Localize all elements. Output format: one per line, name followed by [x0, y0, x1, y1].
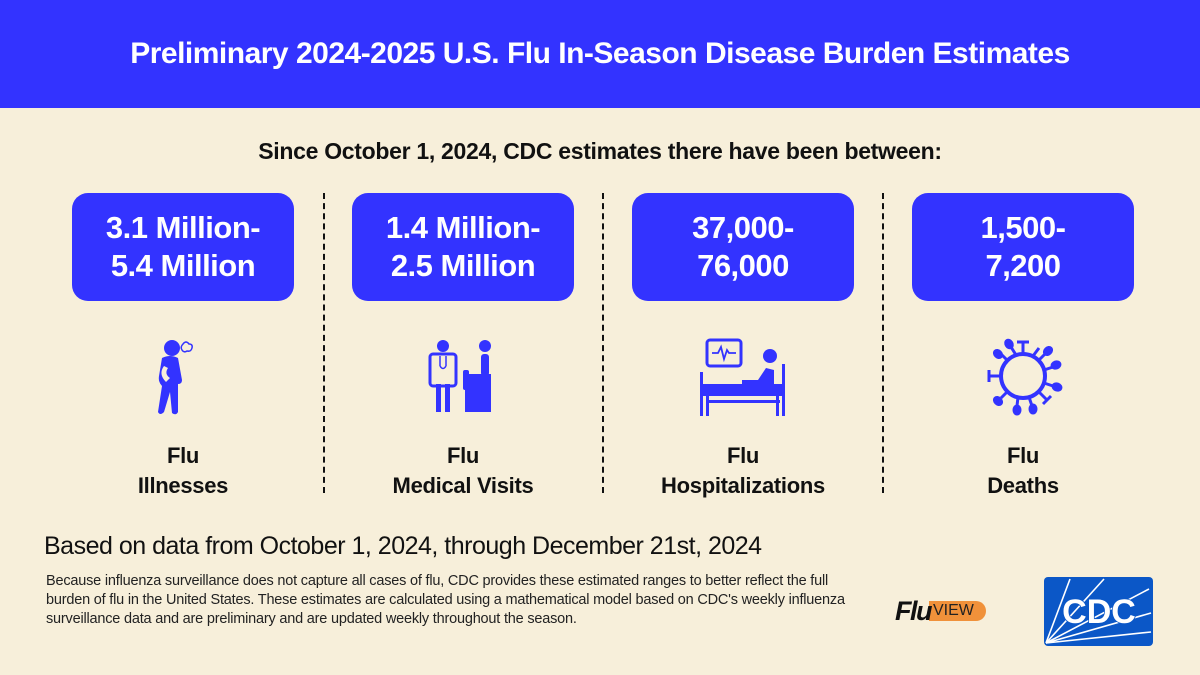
- stat-label: Flu Illnesses: [137, 441, 229, 501]
- header-banner: Preliminary 2024-2025 U.S. Flu In-Season…: [0, 0, 1200, 108]
- stat-box: 1.4 Million- 2.5 Million: [352, 193, 574, 301]
- dashed-divider: [882, 193, 884, 493]
- fluview-logo-flu: Flu: [895, 595, 933, 626]
- fluview-logo-view: VIEW: [929, 601, 986, 621]
- label-line-1: Flu: [446, 443, 480, 468]
- range-line-1: 1.4 Million-: [385, 210, 541, 245]
- stat-column-medical-visits: 1.4 Million- 2.5 Million Flu Medical Vis…: [352, 193, 574, 501]
- range-line-2: 2.5 Million: [390, 248, 536, 283]
- stat-column-hospitalizations: 37,000- 76,000 Flu Hospitalizations: [632, 193, 854, 501]
- data-range-note: Based on data from October 1, 2024, thro…: [44, 532, 762, 560]
- range-line-1: 3.1 Million-: [105, 210, 261, 245]
- disclaimer-text: Because influenza surveillance does not …: [46, 573, 845, 627]
- label-line-1: Flu: [726, 443, 760, 468]
- fluview-logo: Flu VIEW: [895, 596, 986, 626]
- range-line-1: 37,000-: [692, 210, 794, 245]
- doctor-patient-icon: [403, 331, 523, 421]
- stat-label: Flu Medical Visits: [393, 441, 534, 501]
- range-line-2: 5.4 Million: [110, 248, 256, 283]
- stat-column-deaths: 1,500- 7,200 Flu Deaths: [912, 193, 1134, 501]
- range-line-2: 7,200: [985, 248, 1061, 283]
- stat-label: Flu Deaths: [987, 441, 1059, 501]
- virus-icon: [963, 331, 1083, 421]
- hospital-bed-icon: [683, 331, 803, 421]
- svg-text:CDC: CDC: [1062, 593, 1136, 631]
- intro-text: Since October 1, 2024, CDC estimates the…: [258, 138, 942, 164]
- range-line-1: 1,500-: [980, 210, 1066, 245]
- stat-box: 3.1 Million- 5.4 Million: [72, 193, 294, 301]
- label-line-2: Illnesses: [137, 473, 229, 498]
- range-line-2: 76,000: [697, 248, 789, 283]
- stat-column-illnesses: 3.1 Million- 5.4 Million Flu Illnesses: [72, 193, 294, 501]
- stat-label: Flu Hospitalizations: [661, 441, 825, 501]
- stat-box: 1,500- 7,200: [912, 193, 1134, 301]
- label-line-2: Hospitalizations: [661, 473, 825, 498]
- coughing-person-icon: [123, 331, 243, 421]
- label-line-1: Flu: [166, 443, 200, 468]
- dashed-divider: [602, 193, 604, 493]
- stat-box: 37,000- 76,000: [632, 193, 854, 301]
- label-line-2: Deaths: [987, 473, 1059, 498]
- label-line-1: Flu: [1006, 443, 1040, 468]
- page-title: Preliminary 2024-2025 U.S. Flu In-Season…: [130, 37, 1070, 70]
- label-line-2: Medical Visits: [392, 473, 534, 498]
- dashed-divider: [323, 193, 325, 493]
- cdc-logo: CDC: [1044, 577, 1153, 646]
